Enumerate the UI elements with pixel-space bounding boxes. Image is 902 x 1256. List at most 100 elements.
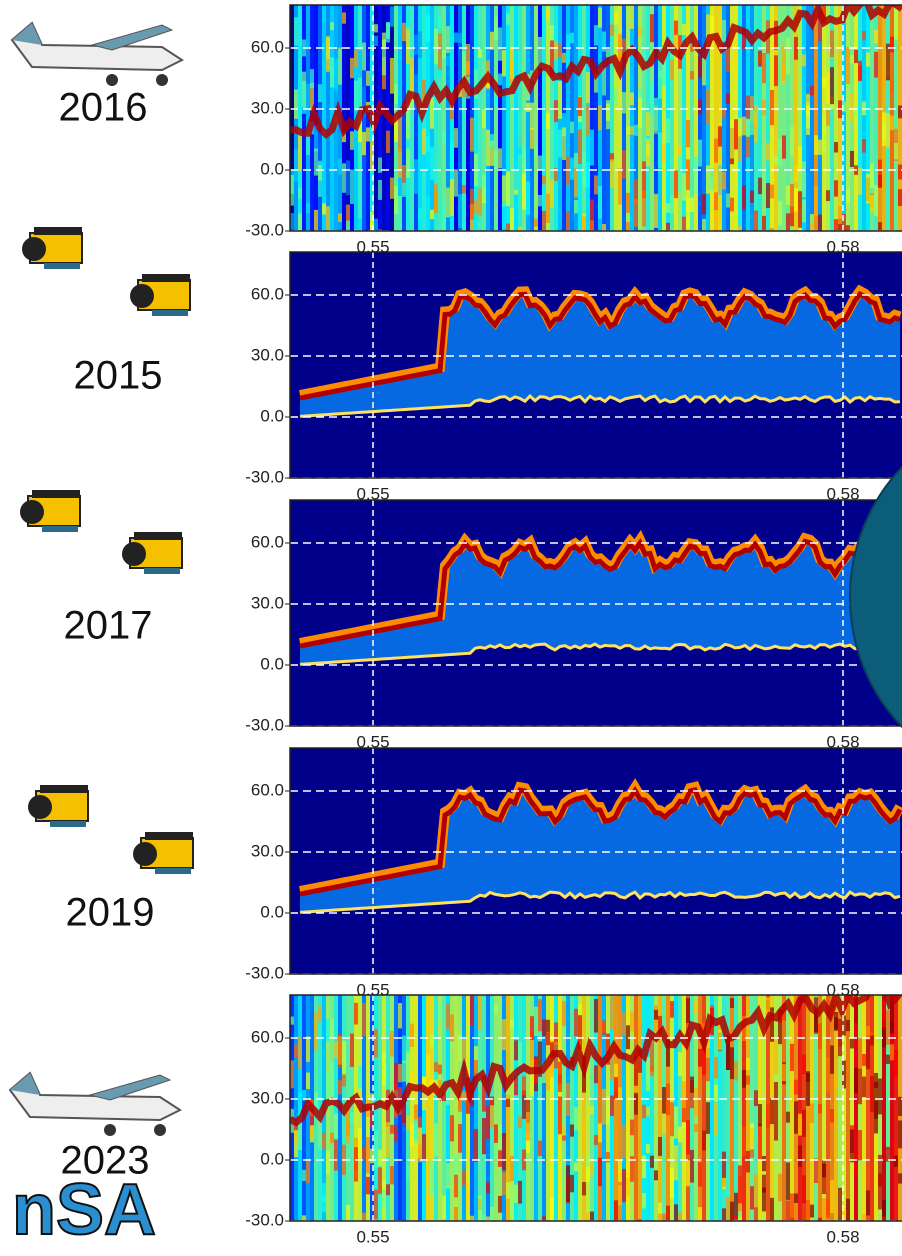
- tomogram-speckle: [766, 1104, 770, 1129]
- tomogram-speckle: [550, 179, 554, 207]
- radar-icon: [20, 490, 80, 532]
- tomogram-stripe: [510, 5, 514, 231]
- tomogram-speckle: [422, 1134, 426, 1161]
- tomogram-speckle: [414, 35, 418, 55]
- tomogram-speckle: [354, 81, 358, 111]
- tomogram-speckle: [450, 179, 454, 216]
- tomogram-speckle: [582, 1182, 586, 1196]
- tomogram-speckle: [598, 1081, 602, 1093]
- tomogram-speckle: [314, 149, 318, 176]
- tomogram-speckle: [486, 1106, 490, 1138]
- tomogram-speckle: [714, 1057, 718, 1078]
- tomogram-speckle: [666, 119, 670, 143]
- tomogram-stripe: [442, 995, 446, 1221]
- tomogram-speckle: [550, 25, 554, 42]
- tomogram-speckle: [522, 1076, 526, 1095]
- tomogram-speckle: [574, 1009, 578, 1037]
- radar-lens: [28, 795, 52, 819]
- tomogram-speckle: [834, 142, 838, 152]
- tomogram-speckle: [826, 1057, 830, 1091]
- tomogram-speckle: [462, 1170, 466, 1185]
- tomogram-speckle: [458, 194, 462, 228]
- tomogram-speckle: [766, 183, 770, 208]
- tomogram: [290, 748, 902, 974]
- tomogram-stripe: [658, 5, 662, 231]
- tomogram-speckle: [874, 1082, 878, 1119]
- tomogram-speckle: [546, 7, 550, 18]
- tomogram-speckle: [882, 1001, 886, 1027]
- tomogram-speckle: [410, 1123, 414, 1146]
- radar-icon: [122, 532, 182, 574]
- tomogram-speckle: [846, 47, 850, 84]
- tomogram-speckle: [746, 137, 750, 158]
- tomogram-speckle: [734, 39, 738, 76]
- tomogram-speckle: [390, 1125, 394, 1134]
- tomogram-speckle: [526, 1112, 530, 1141]
- tomogram-speckle: [530, 1016, 534, 1040]
- tomogram-speckle: [462, 1092, 466, 1102]
- tomogram-speckle: [706, 1102, 710, 1134]
- tomogram-speckle: [834, 1076, 838, 1088]
- tomogram-speckle: [818, 140, 822, 155]
- tomogram-speckle: [534, 1007, 538, 1036]
- tomogram-speckle: [618, 1160, 622, 1182]
- tomogram-speckle: [630, 126, 634, 134]
- tomogram-speckle: [542, 1216, 546, 1231]
- tomogram-stripe: [518, 5, 522, 231]
- tomogram-speckle: [782, 135, 786, 158]
- tomogram-speckle: [338, 1036, 342, 1064]
- tomogram-speckle: [402, 1036, 406, 1063]
- tomogram-speckle: [586, 161, 590, 187]
- tomogram-speckle: [586, 1167, 590, 1182]
- tomogram-speckle: [330, 1019, 334, 1038]
- tomogram-speckle: [618, 168, 622, 204]
- tomogram-speckle: [514, 220, 518, 237]
- radar-antenna: [42, 526, 78, 532]
- tomogram-speckle: [402, 23, 406, 41]
- tomogram-speckle: [562, 127, 566, 160]
- tomogram-speckle: [558, 1096, 562, 1134]
- tomogram-speckle: [638, 89, 642, 98]
- tomogram-speckle: [802, 54, 806, 66]
- tomogram-speckle: [870, 195, 874, 212]
- tomogram-stripe: [474, 5, 478, 231]
- tomogram-speckle: [818, 1104, 822, 1114]
- tomogram-speckle: [402, 183, 406, 197]
- tomogram-speckle: [798, 1114, 802, 1136]
- tomogram-speckle: [342, 1073, 346, 1086]
- tomogram-speckle: [390, 1031, 394, 1056]
- tomogram-speckle: [702, 1131, 706, 1151]
- tomogram-speckle: [594, 175, 598, 194]
- tomogram-speckle: [702, 219, 706, 232]
- tomogram-stripe: [418, 995, 422, 1221]
- tomogram-speckle: [482, 1118, 486, 1154]
- tomogram-speckle: [826, 72, 830, 104]
- tomogram-speckle: [350, 58, 354, 78]
- tomogram-speckle: [746, 119, 750, 137]
- tomogram-speckle: [494, 95, 498, 107]
- tomogram-speckle: [794, 188, 798, 211]
- tomogram-speckle: [730, 1202, 734, 1229]
- tomogram-speckle: [730, 998, 734, 1008]
- tomogram-speckle: [390, 178, 394, 199]
- tomogram-speckle: [610, 159, 614, 187]
- y-tick-label: 0.0: [260, 654, 284, 673]
- tomogram-speckle: [430, 97, 434, 129]
- tomogram-stripe: [590, 5, 594, 231]
- tomogram-speckle: [518, 1041, 522, 1066]
- tomogram-speckle: [546, 194, 550, 223]
- tomogram-speckle: [898, 165, 902, 180]
- tomogram-speckle: [442, 50, 446, 59]
- tomogram-speckle: [754, 105, 758, 142]
- tomogram-speckle: [670, 1102, 674, 1136]
- tomogram-stripe: [470, 995, 474, 1221]
- y-tick-label: 60.0: [251, 37, 284, 56]
- tomogram-speckle: [294, 1045, 298, 1058]
- tomogram-speckle: [754, 1090, 758, 1106]
- tomogram-speckle: [818, 215, 822, 241]
- tomogram-stripe: [466, 5, 470, 231]
- tomogram-speckle: [434, 1062, 438, 1072]
- tomogram-speckle: [822, 78, 826, 87]
- tomogram-speckle: [778, 1174, 782, 1202]
- tomogram-speckle: [598, 1158, 602, 1187]
